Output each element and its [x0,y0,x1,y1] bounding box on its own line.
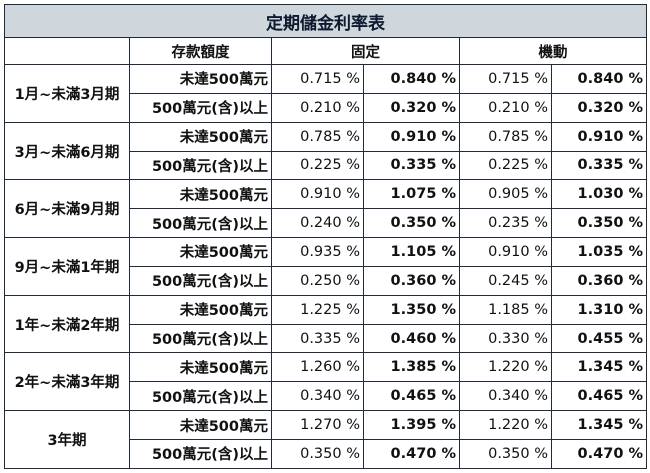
floating-base-rate: 0.210 % [459,92,552,123]
interest-rate-table: 定期儲金利率表 存款額度 固定 機動 1月~未滿3月期 未達500萬元 0.715 … [4,4,647,470]
fixed-base-rate: 0.350 % [271,438,364,470]
floating-base-rate: 0.330 % [459,323,552,354]
floating-special-rate: 0.335 % [551,150,647,181]
floating-special-rate: 1.035 % [551,237,647,267]
tier-label: 500萬元(含)以上 [129,438,272,470]
table-row: 6月~未滿9月期 未達500萬元 0.910 % 1.075 % 0.905 % 1.03… [4,179,647,239]
floating-base-rate: 1.220 % [459,410,552,440]
header-blank [4,37,130,65]
fixed-base-rate: 0.225 % [271,150,364,181]
tier-label: 500萬元(含)以上 [129,265,272,296]
table-row: 500萬元(含)以上 0.350 % 0.470 % 0.350 % 0.470 % [5,438,647,470]
fixed-base-rate: 0.935 % [271,237,364,267]
floating-base-rate: 0.910 % [459,237,552,267]
floating-special-rate: 1.030 % [551,179,647,210]
term-label: 2年~未滿3年期 [4,352,130,412]
tier-label: 未達500萬元 [129,352,272,383]
fixed-special-rate: 0.460 % [363,323,460,354]
tier-label: 未達500萬元 [129,121,272,152]
table-row: 500萬元(含)以上 0.250 % 0.360 % 0.245 % 0.360 % [5,265,647,296]
fixed-special-rate: 0.320 % [363,92,460,123]
fixed-base-rate: 0.340 % [271,381,364,412]
fixed-special-rate: 1.075 % [363,179,460,210]
tier-label: 未達500萬元 [129,294,272,325]
table-row: 9月~未滿1年期 未達500萬元 0.935 % 1.105 % 0.910 % 1.03… [4,237,647,296]
floating-special-rate: 1.310 % [551,294,647,325]
fixed-base-rate: 1.260 % [271,352,364,383]
fixed-special-rate: 0.350 % [363,208,460,239]
fixed-base-rate: 1.225 % [271,294,364,325]
fixed-special-rate: 0.910 % [363,121,460,152]
tier-label: 500萬元(含)以上 [129,208,272,239]
tier-label: 500萬元(含)以上 [129,323,272,354]
fixed-special-rate: 0.470 % [363,438,460,470]
tier-label: 未達500萬元 [129,410,272,440]
floating-base-rate: 0.715 % [459,64,552,94]
fixed-base-rate: 0.910 % [271,179,364,210]
floating-base-rate: 1.185 % [459,294,552,325]
table-row: 500萬元(含)以上 0.340 % 0.465 % 0.340 % 0.465 % [5,381,647,412]
fixed-base-rate: 1.270 % [271,410,364,440]
term-label: 3月~未滿6月期 [4,121,130,181]
term-label: 1月~未滿3月期 [4,64,130,123]
fixed-special-rate: 1.350 % [363,294,460,325]
fixed-special-rate: 1.395 % [363,410,460,440]
tier-label: 500萬元(含)以上 [129,150,272,181]
table-row: 500萬元(含)以上 0.210 % 0.320 % 0.210 % 0.320 % [5,92,647,123]
term-label: 6月~未滿9月期 [4,179,130,239]
fixed-base-rate: 0.240 % [271,208,364,239]
table-row: 1年~未滿2年期 未達500萬元 1.225 % 1.350 % 1.185 % 1.31… [4,294,647,354]
fixed-special-rate: 0.465 % [363,381,460,412]
table-row: 3月~未滿6月期 未達500萬元 0.785 % 0.910 % 0.785 % 0.91… [4,121,647,181]
floating-base-rate: 0.905 % [459,179,552,210]
floating-special-rate: 1.345 % [551,410,647,440]
floating-special-rate: 0.465 % [551,381,647,412]
floating-base-rate: 0.225 % [459,150,552,181]
fixed-special-rate: 1.385 % [363,352,460,383]
floating-base-rate: 0.340 % [459,381,552,412]
term-label: 1年~未滿2年期 [4,294,130,354]
header-fixed: 固定 [271,37,460,65]
tier-label: 未達500萬元 [129,237,272,267]
fixed-special-rate: 1.105 % [363,237,460,267]
tier-label: 500萬元(含)以上 [129,381,272,412]
floating-base-rate: 0.245 % [459,265,552,296]
header-amount: 存款額度 [129,37,272,65]
floating-base-rate: 0.350 % [459,438,552,470]
floating-special-rate: 0.910 % [551,121,647,152]
fixed-special-rate: 0.335 % [363,150,460,181]
floating-base-rate: 0.785 % [459,121,552,152]
floating-special-rate: 0.840 % [551,64,647,94]
fixed-base-rate: 0.715 % [271,64,364,94]
tier-label: 500萬元(含)以上 [129,92,272,123]
fixed-base-rate: 0.250 % [271,265,364,296]
term-label: 3年期 [4,410,130,469]
tier-label: 未達500萬元 [129,64,272,94]
fixed-special-rate: 0.360 % [363,265,460,296]
floating-special-rate: 0.360 % [551,265,647,296]
fixed-base-rate: 0.210 % [271,92,364,123]
floating-base-rate: 1.220 % [459,352,552,383]
fixed-base-rate: 0.785 % [271,121,364,152]
table-row: 500萬元(含)以上 0.225 % 0.335 % 0.225 % 0.335 % [5,150,647,181]
floating-special-rate: 1.345 % [551,352,647,383]
fixed-special-rate: 0.840 % [363,64,460,94]
table-body: 1月~未滿3月期 未達500萬元 0.715 % 0.840 % 0.715 % 0.84… [4,64,647,470]
table-row: 2年~未滿3年期 未達500萬元 1.260 % 1.385 % 1.220 % 1.34… [4,352,647,412]
table-row: 3年期 未達500萬元 1.270 % 1.395 % 1.220 % 1.345 % [4,410,647,469]
table-row: 500萬元(含)以上 0.335 % 0.460 % 0.330 % 0.455 % [5,323,647,354]
table-row: 1月~未滿3月期 未達500萬元 0.715 % 0.840 % 0.715 % 0.84… [4,64,647,123]
term-label: 9月~未滿1年期 [4,237,130,296]
floating-special-rate: 0.350 % [551,208,647,239]
floating-special-rate: 0.455 % [551,323,647,354]
header-floating: 機動 [459,37,647,65]
floating-special-rate: 0.320 % [551,92,647,123]
floating-special-rate: 0.470 % [551,438,647,470]
tier-label: 未達500萬元 [129,179,272,210]
fixed-base-rate: 0.335 % [271,323,364,354]
table-title: 定期儲金利率表 [4,4,647,38]
floating-base-rate: 0.235 % [459,208,552,239]
table-row: 500萬元(含)以上 0.240 % 0.350 % 0.235 % 0.350 % [5,208,647,239]
